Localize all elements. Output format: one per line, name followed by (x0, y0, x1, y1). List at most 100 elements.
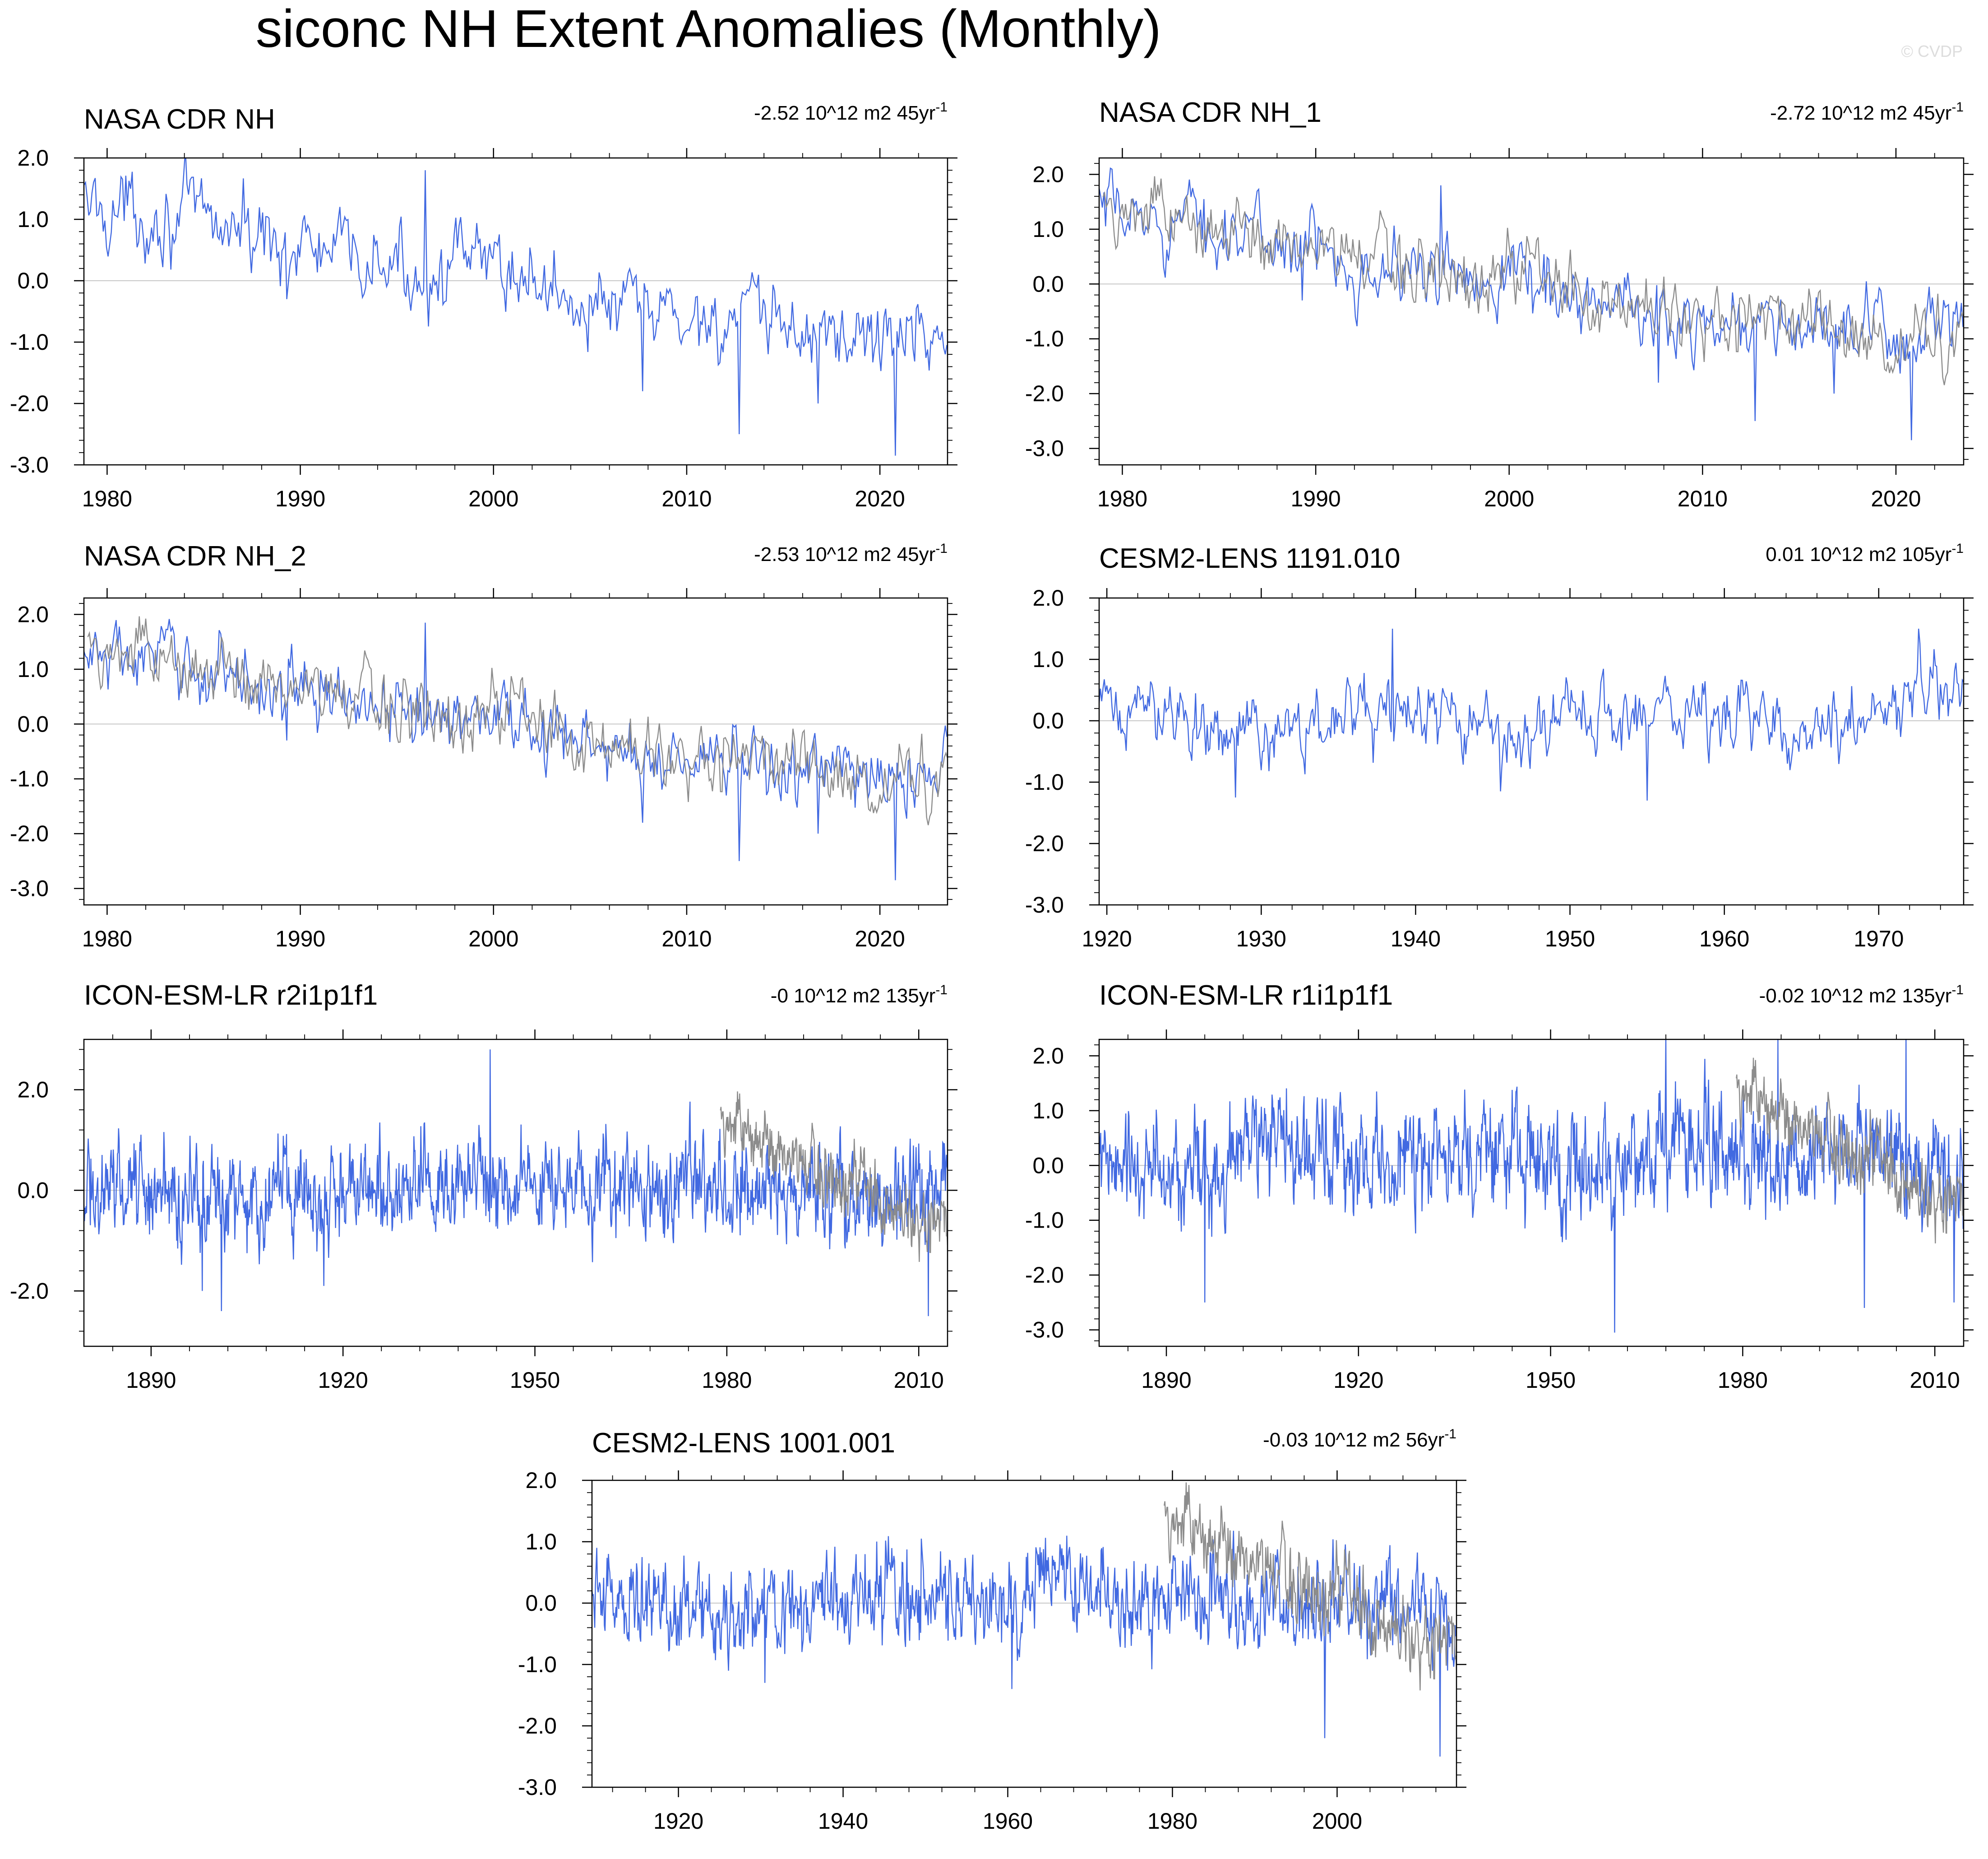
y-tick-label: -2.0 (10, 1278, 49, 1303)
panel-title: NASA CDR NH (84, 104, 275, 135)
trend-exponent: -1 (935, 100, 948, 115)
y-tick-label: -3.0 (1025, 436, 1064, 461)
x-tick-label: 1940 (818, 1808, 868, 1834)
plot-frame (591, 1479, 1457, 1788)
trend-label: -2.52 10^12 m2 45yr-1 (754, 100, 948, 124)
y-tick-label: 0.0 (1032, 708, 1064, 733)
trend-text: -0.03 10^12 m2 56yr (1263, 1429, 1444, 1451)
trend-label: -0.02 10^12 m2 135yr-1 (1759, 983, 1964, 1007)
x-tick-label: 1980 (82, 926, 132, 951)
x-tick-label: 1990 (275, 486, 325, 511)
trend-exponent: -1 (935, 983, 948, 997)
trend-label: -2.53 10^12 m2 45yr-1 (754, 541, 948, 566)
y-tick-label: 1.0 (1032, 1098, 1064, 1123)
y-tick-label: 0.0 (17, 711, 49, 737)
y-tick-label: 2.0 (1032, 585, 1064, 611)
plot-area: 1920 1930 1940 1950 1960 1970 -3.0 -2.0 -1.0 0.0 1… (1025, 585, 1974, 951)
x-tick-label: 1980 (1097, 486, 1147, 511)
obs-overlay-line (1164, 1482, 1456, 1691)
plot-frame (1098, 1038, 1965, 1347)
x-tick-label: 2020 (855, 926, 905, 951)
panel-nasa-cdr-nh: NASA CDR NH -2.52 10^12 m2 45yr-1 1980 19… (10, 100, 957, 511)
y-tick-label: 1.0 (17, 657, 49, 682)
y-tick-label: 2.0 (17, 1077, 49, 1102)
x-tick-label: 1920 (318, 1368, 368, 1393)
trend-text: -0.02 10^12 m2 135yr (1759, 985, 1952, 1007)
x-tick-label: 1890 (1141, 1368, 1191, 1393)
plot-area: 1890 1920 1950 1980 2010 -3.0 -2.0 -1.0 0.0 1.0 2.… (1025, 1029, 1974, 1393)
y-tick-label: 1.0 (1032, 647, 1064, 672)
trend-label: -0.03 10^12 m2 56yr-1 (1263, 1427, 1456, 1451)
x-tick-label: 1950 (510, 1368, 560, 1393)
y-tick-label: -1.0 (1025, 326, 1064, 352)
panel-cesm2-lens-1191-010: CESM2-LENS 1191.010 0.01 10^12 m2 105yr -… (1025, 541, 1974, 951)
trend-exponent: -1 (935, 541, 948, 556)
y-tick-label: 1.0 (1032, 217, 1064, 242)
obs-overlay-line (1736, 1057, 1964, 1244)
x-tick-label: 1990 (1290, 486, 1341, 511)
series-line (84, 158, 948, 456)
x-tick-label: 2010 (1678, 486, 1728, 511)
x-tick-label: 2020 (855, 486, 905, 511)
x-tick-label: 2010 (661, 926, 712, 951)
x-tick-label: 1970 (1854, 926, 1904, 951)
obs-overlay-line (720, 1091, 948, 1262)
obs-overlay-line (1102, 176, 1964, 385)
y-tick-label: -3.0 (1025, 1317, 1064, 1343)
x-tick-label: 2020 (1871, 486, 1921, 511)
series-line (1099, 1039, 1964, 1333)
panel-title: CESM2-LENS 1001.001 (592, 1428, 895, 1459)
panel-cesm2-lens-1001-001: CESM2-LENS 1001.001 -0.03 10^12 m2 56yr-… (518, 1427, 1466, 1834)
y-tick-label: 2.0 (17, 145, 49, 171)
y-tick-label: 0.0 (17, 1178, 49, 1203)
x-tick-label: 1960 (983, 1808, 1033, 1834)
obs-overlay-line (87, 616, 948, 825)
series-line (84, 1049, 948, 1317)
x-tick-label: 2010 (894, 1368, 944, 1393)
plot-frame (83, 1038, 948, 1347)
x-tick-label: 1980 (702, 1368, 752, 1393)
panel-title: NASA CDR NH_1 (1099, 97, 1322, 128)
x-tick-label: 1950 (1545, 926, 1595, 951)
y-tick-label: -1.0 (1025, 1208, 1064, 1233)
plot-area: 1920 1940 1960 1980 2000 -3.0 -2.0 -1.0 0.0 1.0 2.… (518, 1468, 1466, 1834)
panel-title: NASA CDR NH_2 (84, 541, 306, 572)
x-tick-label: 1890 (126, 1368, 176, 1393)
plot-frame (1098, 157, 1965, 466)
plot-area: 1980 1990 2000 2010 2020 -3.0 -2.0 -1.0 0.0 1.0 2.… (1025, 148, 1974, 511)
x-tick-label: 1940 (1391, 926, 1441, 951)
series-line (592, 1530, 1456, 1757)
x-tick-label: 1950 (1526, 1368, 1576, 1393)
trend-text: 0.01 10^12 m2 105yr (1766, 543, 1951, 566)
x-tick-label: 2010 (1910, 1368, 1960, 1393)
x-tick-label: 1980 (1147, 1808, 1197, 1834)
panel-title: CESM2-LENS 1191.010 (1099, 543, 1400, 574)
x-tick-label: 2000 (1484, 486, 1534, 511)
x-tick-label: 1920 (1082, 926, 1132, 951)
trend-exponent: -1 (1951, 100, 1964, 115)
y-tick-label: -2.0 (1025, 381, 1064, 406)
y-tick-label: -1.0 (518, 1652, 557, 1677)
y-tick-label: -3.0 (1025, 892, 1064, 918)
y-tick-label: 1.0 (525, 1529, 557, 1554)
x-tick-label: 2010 (661, 486, 712, 511)
y-tick-label: 2.0 (17, 602, 49, 627)
trend-text: -2.52 10^12 m2 45yr (754, 102, 935, 124)
plot-frame (83, 597, 948, 906)
trend-text: -0 10^12 m2 135yr (771, 985, 936, 1007)
figure-title: siconc NH Extent Anomalies (Monthly) (256, 0, 1161, 59)
y-tick-label: -2.0 (1025, 1262, 1064, 1288)
y-tick-label: 0.0 (1032, 271, 1064, 297)
y-tick-label: 0.0 (1032, 1153, 1064, 1178)
y-tick-label: 2.0 (525, 1468, 557, 1493)
x-tick-label: 2000 (1312, 1808, 1362, 1834)
panel-title: ICON-ESM-LR r2i1p1f1 (84, 980, 378, 1011)
y-tick-label: -2.0 (10, 391, 49, 416)
plot-area: 1980 1990 2000 2010 2020 -3.0 -2.0 -1.0 0.0 1.0 2.… (10, 145, 957, 511)
x-tick-label: 1920 (1333, 1368, 1383, 1393)
y-tick-label: 1.0 (17, 207, 49, 232)
plot-area: 1890 1920 1950 1980 2010 -2.0 0.0 2.0 (10, 1029, 957, 1393)
y-tick-label: -2.0 (1025, 831, 1064, 856)
series-line (1099, 628, 1964, 801)
